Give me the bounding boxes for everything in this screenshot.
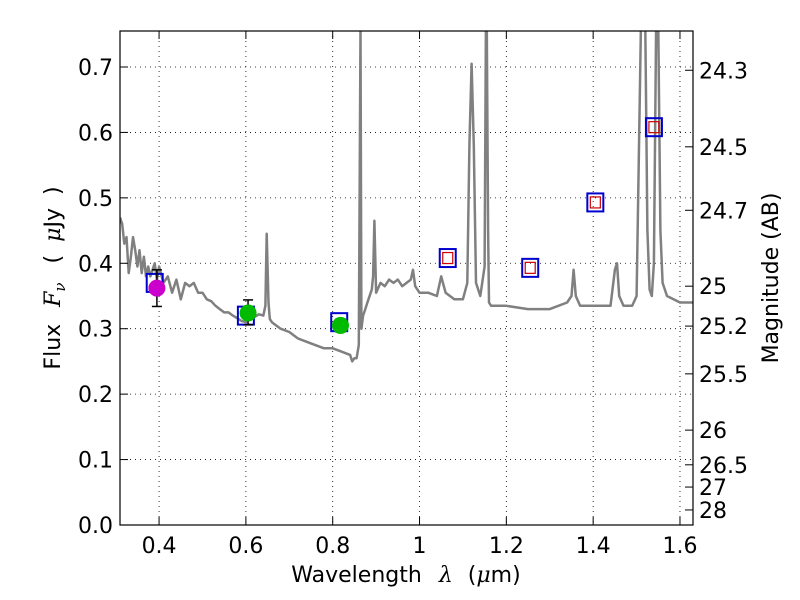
y-label-unit: Jy [41, 208, 66, 230]
x-tick-label: 0.8 [315, 534, 350, 559]
x-label-mu: μ [476, 563, 490, 588]
x-axis-label: Wavelength λ (μm) [291, 563, 520, 588]
y-label-open-paren: ( [41, 255, 66, 264]
model-flux-inner-box [589, 196, 601, 209]
model-flux-inner-box [442, 251, 454, 265]
x-tick-label: 0.6 [228, 534, 263, 559]
y-tick-label: 0.7 [78, 56, 113, 81]
model-flux-box [644, 117, 663, 138]
y2-tick-label: 26.5 [699, 454, 748, 479]
model-flux-inner-box [524, 261, 536, 274]
y2-tick-label: 24.3 [699, 59, 748, 84]
y2-tick-label: 25 [699, 275, 727, 300]
y-label-mu: μ [41, 228, 66, 242]
y2-tick-label: 24.7 [699, 199, 748, 224]
spectrum-series [120, 31, 693, 363]
green-data-point [332, 316, 350, 334]
y-tick-label: 0.4 [78, 252, 113, 277]
x-tick-label: 1.4 [576, 534, 611, 559]
y2-tick-label: 25.5 [699, 363, 748, 388]
x-tick-label: 1.6 [662, 534, 697, 559]
y-tick-label: 0.1 [78, 449, 113, 474]
y-label-word: Flux [41, 324, 66, 370]
axis-ticks: 0.4 0.6 0.8 1 1.2 1.4 1.6 0.0 0.1 0.2 0.3 0.4 0.5 0.6… [78, 31, 748, 559]
y-axis-label: Flux Fν ( μJy ) [41, 186, 71, 369]
y2-tick-label: 26 [699, 419, 727, 444]
green-data-point [239, 304, 257, 322]
y2-tick-label: 24.5 [699, 136, 748, 161]
y-label-close-paren: ) [41, 186, 66, 195]
model-flux-box [438, 248, 457, 269]
y-tick-label: 0.2 [78, 383, 113, 408]
x-label-unit: m) [491, 563, 521, 588]
markers-layer [145, 117, 663, 334]
grid-lines [120, 31, 693, 525]
x-label-paren: ( [468, 563, 477, 588]
y2-tick-label: 28 [699, 499, 727, 524]
model-flux-inner-box [648, 121, 660, 134]
y-label-f: F [41, 291, 66, 308]
spectrum-line [120, 31, 693, 363]
y-label-nu: ν [51, 282, 69, 291]
model-flux-box [521, 257, 540, 278]
y2-tick-label: 25.2 [699, 315, 748, 340]
magenta-data-point [148, 279, 166, 297]
model-flux-box [586, 192, 605, 213]
x-tick-label: 1.2 [489, 534, 524, 559]
y2-tick-label: 27 [699, 476, 727, 501]
x-label-word: Wavelength [291, 563, 422, 588]
y-tick-label: 0.5 [78, 187, 113, 212]
y-tick-label: 0.3 [78, 318, 113, 343]
x-tick-label: 0.4 [142, 534, 177, 559]
y-tick-label: 0.0 [78, 514, 113, 539]
y-tick-label: 0.6 [78, 121, 113, 146]
x-label-lambda: λ [438, 563, 453, 588]
x-tick-label: 1 [413, 534, 427, 559]
plot-frame [119, 30, 694, 526]
y2-axis-label: Magnitude (AB) [759, 193, 784, 364]
